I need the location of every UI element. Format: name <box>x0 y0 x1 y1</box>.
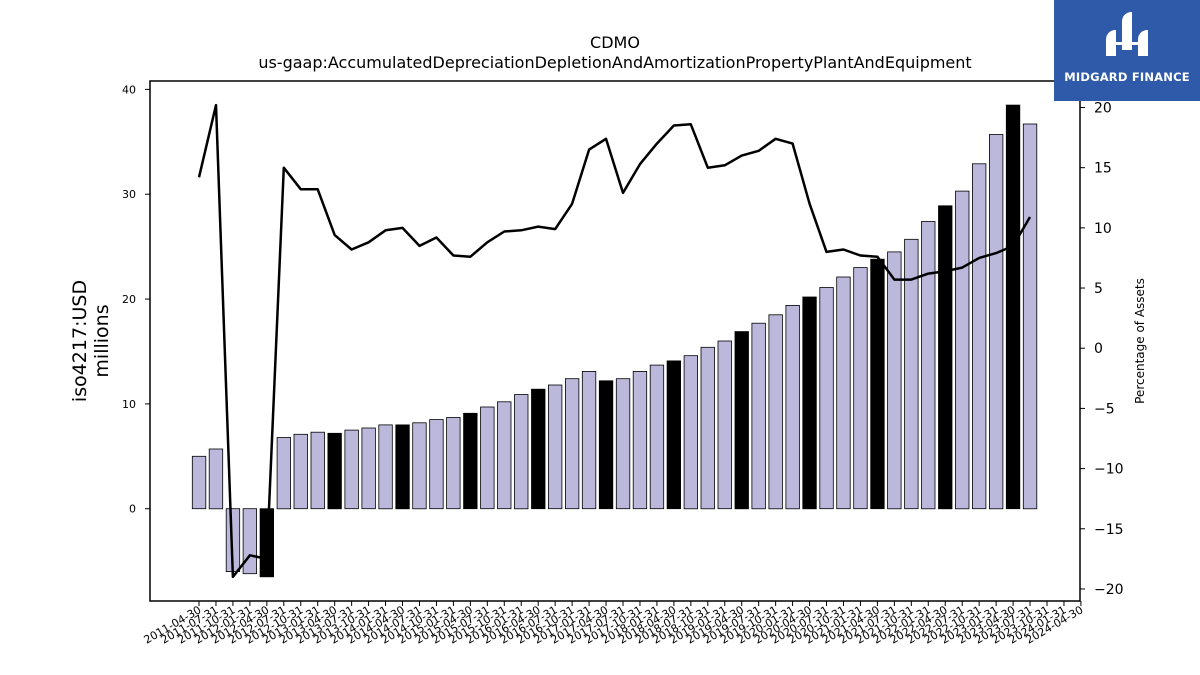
y2-tick-label: 20 <box>1094 100 1112 116</box>
bar <box>531 388 546 510</box>
y2-tick-label: 15 <box>1094 161 1112 177</box>
bar <box>649 364 665 510</box>
bar <box>293 433 308 510</box>
bar <box>598 380 614 510</box>
bar <box>480 406 495 510</box>
plot-frame <box>149 80 1081 602</box>
bar <box>819 287 834 510</box>
bar <box>429 419 444 510</box>
y2-axis-label: Percentage of Assets <box>1133 278 1147 404</box>
y2-tick-label: 0 <box>1094 341 1103 357</box>
bar <box>463 412 478 510</box>
bar <box>446 417 461 510</box>
bar <box>344 429 359 510</box>
plot-area: 010203040−20−15−10−5051015202011-04-3020… <box>122 83 1124 646</box>
y2-tick-label: 5 <box>1094 281 1103 297</box>
bar <box>395 424 410 510</box>
y2-tick-label: 10 <box>1094 221 1112 237</box>
bar <box>938 205 953 510</box>
bar <box>548 384 563 510</box>
bar <box>836 276 851 510</box>
midgard-finance-logo: MIDGARD FINANCE <box>1054 0 1200 101</box>
chart-title: CDMO <box>590 33 640 52</box>
bar <box>615 378 631 510</box>
bar <box>327 432 342 510</box>
bar <box>904 238 919 510</box>
bar <box>768 314 783 510</box>
bar <box>989 134 1004 510</box>
y-tick-label: 40 <box>122 83 136 96</box>
bar <box>666 360 681 510</box>
bar <box>1005 104 1021 510</box>
y2-tick-label: −10 <box>1094 462 1124 478</box>
bar <box>581 370 597 510</box>
bar <box>734 331 749 510</box>
bar <box>887 251 902 510</box>
line-series <box>197 103 1032 579</box>
bar <box>1022 123 1038 510</box>
bar <box>683 355 698 510</box>
bar <box>955 190 970 510</box>
y2-tick-label: −5 <box>1094 401 1115 417</box>
y-axis-label-line: iso4217:USD <box>69 280 91 402</box>
chart-subtitle: us-gaap:AccumulatedDepreciationDepletion… <box>258 53 971 72</box>
bar <box>310 431 325 510</box>
bar <box>412 422 427 510</box>
y-tick-label: 0 <box>129 503 136 516</box>
brand-name: MIDGARD FINANCE <box>1064 70 1190 84</box>
y2-tick-label: −15 <box>1094 522 1124 538</box>
y-tick-label: 30 <box>122 188 136 201</box>
y-axis-label: iso4217:USDmillions <box>69 280 113 402</box>
y-axis-label-line: millions <box>91 304 113 377</box>
bar <box>242 508 258 575</box>
bar <box>514 394 529 510</box>
bar <box>565 378 580 510</box>
bar <box>785 304 800 510</box>
bar <box>921 221 936 510</box>
bar <box>632 370 648 510</box>
bar <box>853 267 868 510</box>
bar <box>870 258 885 510</box>
midgard-logo-icon <box>1106 12 1148 56</box>
bar <box>717 340 732 510</box>
bar <box>276 437 292 510</box>
bar <box>497 401 512 510</box>
bar <box>802 296 817 510</box>
bar <box>191 455 207 510</box>
bar <box>751 322 766 510</box>
y2-tick-label: −20 <box>1094 582 1124 598</box>
y-tick-label: 10 <box>122 398 136 411</box>
y-tick-label: 20 <box>122 293 136 306</box>
bar <box>700 346 715 510</box>
bar <box>208 448 224 510</box>
bar <box>972 163 987 510</box>
bar <box>361 427 376 510</box>
bar <box>378 424 393 510</box>
